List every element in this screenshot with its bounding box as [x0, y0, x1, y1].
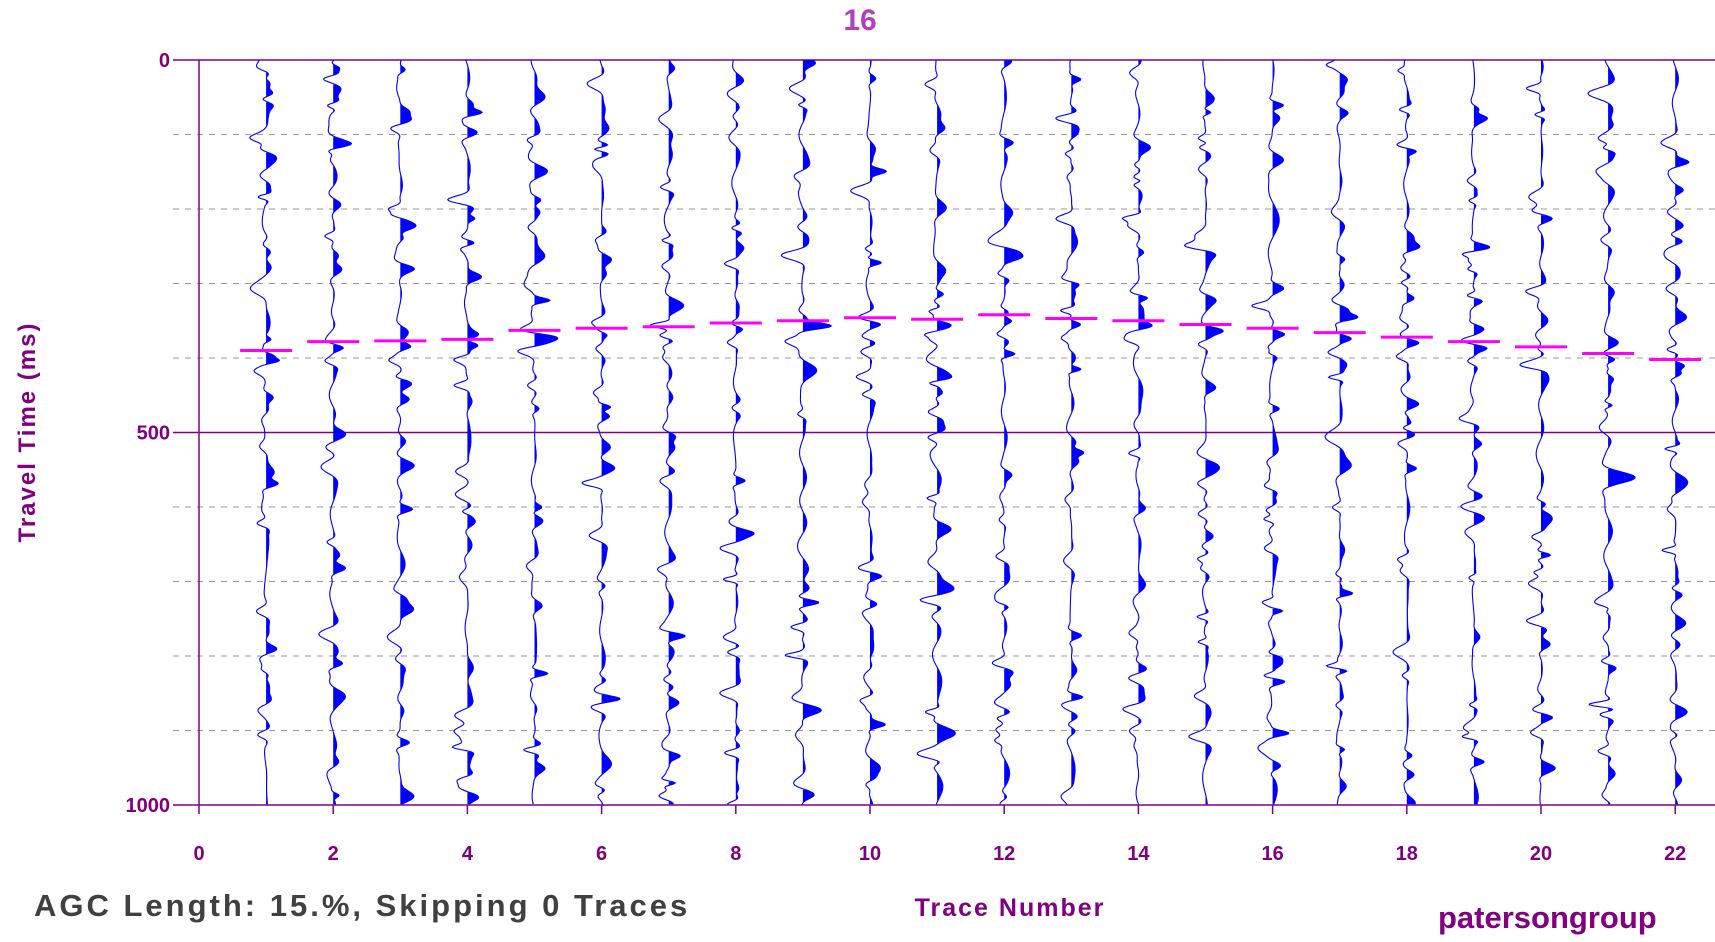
trace-line [850, 60, 887, 805]
trace-fill [1675, 66, 1689, 805]
chart-title: 16 [843, 4, 877, 37]
trace-line [1055, 59, 1085, 805]
y-tick-label: 0 [159, 50, 170, 72]
x-tick-label: 0 [193, 843, 204, 865]
trace-fill [802, 60, 832, 804]
trace-layer [249, 59, 1690, 805]
x-tick-label: 14 [1127, 843, 1150, 865]
trace-line [1660, 59, 1690, 805]
trace-fill [735, 72, 755, 801]
tick-layer: 0 500 1000 0 2 4 6 8 10 12 14 16 18 20 22 [126, 50, 1687, 865]
brand-logo-text: patersongroup [1438, 900, 1657, 935]
trace-line [1121, 60, 1153, 805]
trace-fill [601, 65, 620, 805]
x-axis-label: Trace Number [914, 894, 1106, 922]
trace-line [1183, 59, 1224, 805]
x-tick-label: 4 [462, 843, 474, 865]
trace-fill [1004, 60, 1023, 800]
x-tick-label: 12 [993, 843, 1015, 865]
x-tick-label: 8 [730, 843, 741, 865]
trace-fill [937, 104, 956, 804]
trace-line [249, 59, 281, 805]
y-axis-label: Travel Time (ms) [14, 321, 41, 543]
trace-line [1250, 59, 1290, 805]
trace-line [1392, 59, 1421, 805]
x-tick-label: 2 [328, 843, 339, 865]
trace-line [780, 59, 833, 805]
x-tick-label: 18 [1396, 843, 1418, 865]
trace-line [386, 59, 417, 805]
x-tick-label: 6 [596, 843, 607, 865]
x-tick-label: 22 [1664, 843, 1686, 865]
trace-line [446, 59, 483, 805]
trace-line [916, 59, 956, 805]
trace-line [1458, 59, 1491, 805]
trace-line [1519, 59, 1556, 805]
pick-layer [240, 313, 1702, 361]
trace-fill [1541, 60, 1556, 778]
y-tick-label: 500 [137, 423, 170, 445]
trace-line [719, 59, 755, 805]
trace-fill [1205, 87, 1223, 805]
trace-fill [1071, 75, 1084, 788]
trace-line [1324, 59, 1359, 805]
x-tick-label: 10 [859, 843, 881, 865]
trace-line [581, 59, 621, 805]
trace-fill [333, 60, 352, 805]
agc-info-text: AGC Length: 15.%, Skipping 0 Traces [34, 888, 691, 923]
trace-line [987, 59, 1024, 805]
trace-line [517, 60, 559, 805]
trace-line [649, 59, 686, 805]
trace-line [318, 59, 353, 805]
axis-layer [173, 59, 1715, 806]
trace-line [1587, 59, 1636, 805]
trace-fill [1608, 66, 1635, 805]
y-tick-label: 1000 [126, 795, 171, 817]
trace-fill [1272, 60, 1289, 805]
x-tick-label: 16 [1261, 843, 1283, 865]
trace-fill [1406, 87, 1420, 805]
x-tick-label: 20 [1530, 843, 1552, 865]
